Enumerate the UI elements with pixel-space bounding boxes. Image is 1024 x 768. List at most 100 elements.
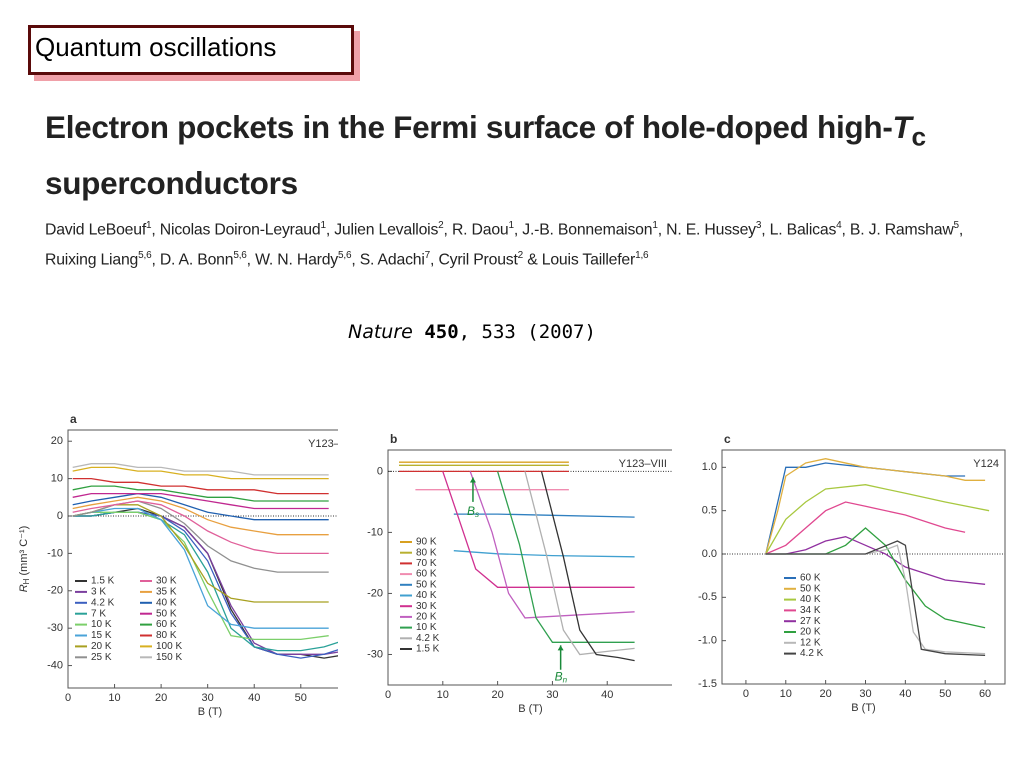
affiliation: 7 bbox=[424, 250, 431, 262]
author-name: Louis Taillefer bbox=[541, 251, 636, 269]
data-line bbox=[453, 550, 635, 558]
x-tick-label: 20 bbox=[820, 688, 832, 700]
data-line bbox=[72, 492, 329, 521]
data-line bbox=[765, 501, 966, 555]
separator: , bbox=[657, 221, 667, 239]
data-line bbox=[765, 536, 986, 585]
separator: , bbox=[761, 221, 770, 239]
y-label-unit: (mm³ C⁻¹) bbox=[18, 526, 30, 579]
pages-year: , 533 (2007) bbox=[458, 321, 596, 343]
legend-label: 20 K bbox=[91, 641, 112, 652]
separator: , bbox=[246, 251, 256, 269]
affiliation: 4 bbox=[836, 220, 842, 231]
legend-label: 50 K bbox=[800, 583, 821, 594]
y-tick-label: 10 bbox=[51, 473, 63, 485]
data-line bbox=[72, 477, 329, 495]
affiliation: 1 bbox=[146, 220, 152, 231]
x-tick-label: 0 bbox=[385, 689, 391, 701]
title-symbol: T bbox=[892, 109, 912, 145]
separator: , bbox=[841, 221, 850, 239]
legend-label: 10 K bbox=[91, 619, 112, 630]
legend-label: 40 K bbox=[156, 597, 177, 608]
x-tick-label: 30 bbox=[202, 692, 214, 704]
x-tick-label: 40 bbox=[899, 688, 911, 700]
legend-label: 27 K bbox=[800, 616, 821, 627]
separator: , bbox=[351, 251, 360, 269]
legend-label: 60 K bbox=[156, 619, 177, 630]
y-tick-label: 0 bbox=[57, 510, 63, 522]
panel-label: a bbox=[70, 412, 77, 426]
slide-title: Quantum oscillations bbox=[35, 32, 277, 62]
y-tick-label: -1.5 bbox=[698, 678, 717, 690]
affiliation: 2 bbox=[517, 250, 524, 262]
affiliation: 2 bbox=[438, 220, 444, 231]
legend-label: 3 K bbox=[91, 587, 106, 598]
annotation-symbol: B bbox=[555, 670, 563, 684]
legend-label: 50 K bbox=[416, 579, 437, 590]
author-name: N. E. Hussey bbox=[666, 221, 756, 239]
data-line bbox=[469, 471, 635, 619]
separator: , bbox=[958, 221, 964, 239]
data-line bbox=[72, 485, 329, 502]
x-tick-label: 0 bbox=[743, 688, 749, 700]
volume: 450 bbox=[424, 321, 459, 343]
x-tick-label: 30 bbox=[546, 689, 558, 701]
y-axis-label: RH (mm³ C⁻¹) bbox=[18, 526, 31, 593]
x-tick-label: 40 bbox=[601, 689, 613, 701]
data-line bbox=[496, 471, 635, 643]
legend-label: 60 K bbox=[800, 573, 821, 584]
data-line bbox=[540, 471, 635, 662]
legend-label: 25 K bbox=[91, 652, 112, 663]
x-tick-label: 10 bbox=[437, 689, 449, 701]
affiliation: 5 bbox=[953, 220, 960, 231]
x-tick-label: 50 bbox=[295, 692, 307, 704]
annotation: Bs bbox=[467, 504, 479, 519]
data-line bbox=[72, 511, 329, 641]
citation: Nature 450, 533 (2007) bbox=[348, 321, 596, 343]
annotation-arrowhead bbox=[557, 645, 564, 651]
y-tick-label: -20 bbox=[367, 587, 383, 599]
legend-label: 4.2 K bbox=[800, 648, 824, 659]
annotation-symbol: B bbox=[467, 504, 475, 518]
annotation: Bn bbox=[555, 670, 568, 685]
legend-label: 15 K bbox=[91, 630, 112, 641]
author-name: L. Balicas bbox=[769, 221, 837, 239]
data-line bbox=[442, 471, 635, 588]
data-line bbox=[72, 507, 329, 629]
affiliation: 5,6 bbox=[338, 250, 352, 262]
author-name: D. A. Bonn bbox=[159, 251, 234, 269]
legend-label: 150 K bbox=[156, 652, 182, 663]
sample-label: Y123–VIII bbox=[619, 458, 667, 470]
x-tick-label: 20 bbox=[155, 692, 167, 704]
separator: , bbox=[430, 251, 439, 269]
y-tick-label: -10 bbox=[47, 547, 63, 559]
affiliation: 1 bbox=[508, 220, 515, 231]
annotation-subscript: s bbox=[475, 510, 479, 519]
author-name: W. N. Hardy bbox=[255, 251, 339, 269]
legend-label: 40 K bbox=[800, 594, 821, 605]
data-line bbox=[72, 496, 329, 536]
legend-label: 30 K bbox=[416, 601, 437, 612]
author-name: Nicolas Doiron-Leyraud bbox=[159, 221, 321, 239]
legend-label: 12 K bbox=[800, 637, 821, 648]
data-line bbox=[765, 484, 990, 555]
x-tick-label: 30 bbox=[859, 688, 871, 700]
x-tick-label: 60 bbox=[979, 688, 991, 700]
legend-label: 90 K bbox=[416, 537, 437, 548]
legend-label: 100 K bbox=[156, 641, 182, 652]
sample-label: Y123–II bbox=[308, 438, 346, 450]
legend-label: 7 K bbox=[91, 608, 106, 619]
y-tick-label: 20 bbox=[51, 435, 63, 447]
x-tick-label: 50 bbox=[939, 688, 951, 700]
y-tick-label: -0.5 bbox=[698, 591, 717, 603]
separator: , bbox=[151, 221, 160, 239]
legend-label: 1.5 K bbox=[91, 576, 115, 587]
separator: , bbox=[151, 251, 160, 269]
y-tick-label: -1.0 bbox=[698, 635, 717, 647]
affiliation: 1 bbox=[320, 220, 326, 231]
panel-label: c bbox=[724, 432, 731, 446]
author-name: Ruixing Liang bbox=[45, 251, 139, 269]
y-tick-label: 0.0 bbox=[702, 548, 717, 560]
